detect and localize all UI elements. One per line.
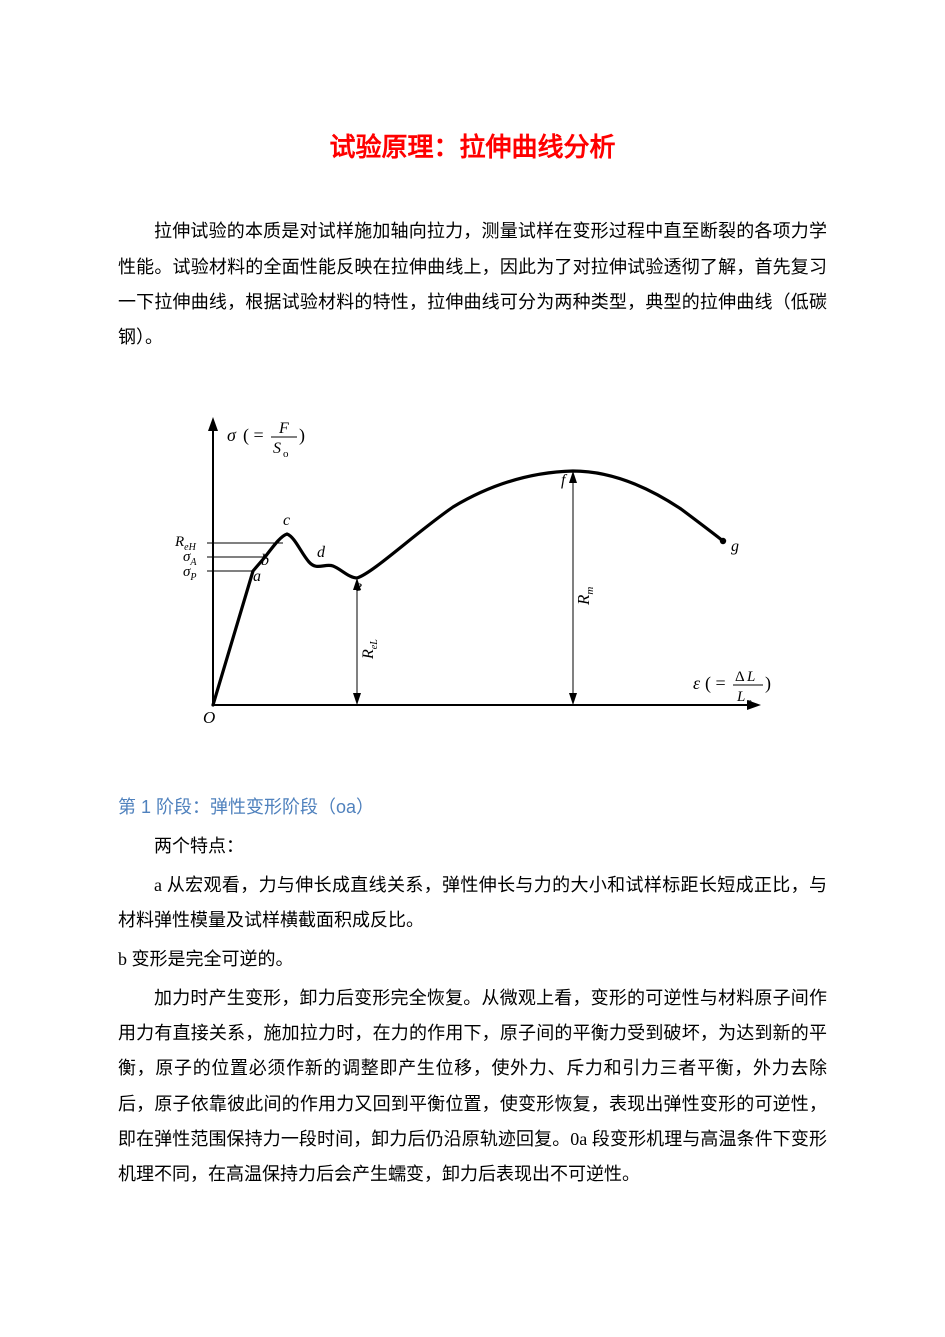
pt-c: c <box>283 512 290 529</box>
origin-label: O <box>203 708 215 727</box>
section-1-heading: 第 1 阶段：弹性变形阶段（oa） <box>118 790 827 825</box>
pt-e: e <box>355 578 362 595</box>
svg-text:): ) <box>299 425 305 446</box>
section-1-line-1: 两个特点： <box>118 829 827 864</box>
pt-g: g <box>731 538 739 555</box>
pt-d: d <box>317 544 326 561</box>
svg-text:σ: σ <box>227 425 237 445</box>
stress-strain-chart-container: σ ( = F S o ) ε ( = Δ L L o ) O <box>118 405 827 750</box>
svg-text:( =: ( = <box>705 673 726 694</box>
curve-end-dot <box>719 538 725 544</box>
document-page: 试验原理：拉伸曲线分析 拉伸试验的本质是对试样施加轴向拉力，测量试样在变形过程中… <box>0 0 945 1337</box>
svg-text:L: L <box>736 689 745 705</box>
section-1-line-b: b 变形是完全可逆的。 <box>118 942 827 977</box>
stress-strain-chart: σ ( = F S o ) ε ( = Δ L L o ) O <box>153 405 793 750</box>
page-title: 试验原理：拉伸曲线分析 <box>118 127 827 164</box>
svg-text:F: F <box>278 420 289 437</box>
svg-text:S: S <box>273 440 281 457</box>
svg-text:Δ: Δ <box>735 669 745 685</box>
svg-text:( =: ( = <box>243 425 264 446</box>
svg-text:ε: ε <box>693 673 701 693</box>
pt-a: a <box>253 568 261 585</box>
intro-paragraph: 拉伸试验的本质是对试样施加轴向拉力，测量试样在变形过程中直至断裂的各项力学性能。… <box>118 214 827 354</box>
section-1-paragraph: 加力时产生变形，卸力后变形完全恢复。从微观上看，变形的可逆性与材料原子间作用力有… <box>118 981 827 1192</box>
pt-b: b <box>261 552 269 569</box>
svg-text:o: o <box>283 448 289 460</box>
section-1-line-a: a 从宏观看，力与伸长成直线关系，弹性伸长与力的大小和试样标距长短成正比，与材料… <box>118 868 827 938</box>
svg-text:): ) <box>765 673 771 694</box>
svg-text:o: o <box>747 697 752 708</box>
svg-text:L: L <box>746 669 755 685</box>
chart-background <box>153 405 793 750</box>
